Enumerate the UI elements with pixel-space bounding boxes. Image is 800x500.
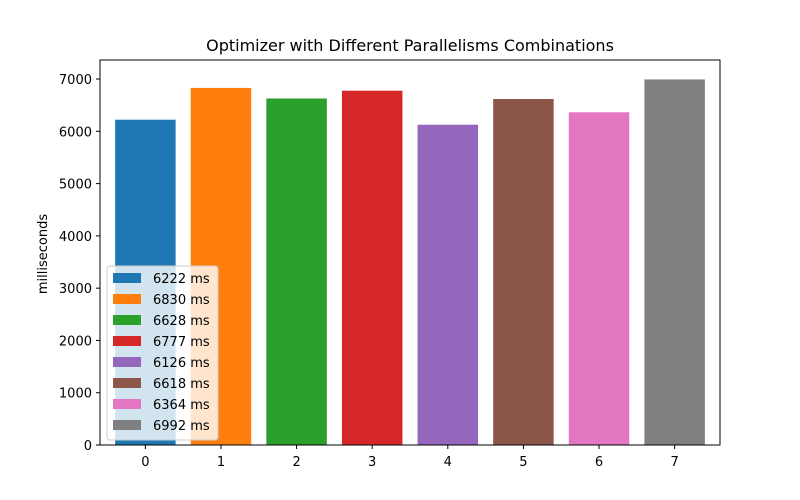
legend-swatch [113, 357, 141, 367]
y-tick-label: 6000 [59, 125, 92, 140]
bars-layer [115, 79, 705, 446]
bar-2 [266, 98, 327, 445]
x-tick-label: 5 [519, 455, 527, 470]
y-tick-label: 4000 [59, 230, 92, 245]
legend-swatch [113, 315, 141, 325]
legend-swatch [113, 336, 141, 346]
chart-title: Optimizer with Different Parallelisms Co… [206, 36, 614, 55]
legend-label: 6777 ms [153, 335, 210, 350]
legend-swatch [113, 399, 141, 409]
y-tick-label: 3000 [59, 282, 92, 297]
legend-label: 6364 ms [153, 398, 210, 413]
legend-label: 6830 ms [153, 293, 210, 308]
y-tick-label: 0 [84, 439, 92, 454]
bar-6 [568, 112, 630, 445]
axes-layer: 0 1000 2000 3000 4000 5000 6000 7000 0 1 2 3 4 5 6 7 [59, 59, 721, 470]
legend-swatch [113, 378, 141, 388]
y-tick-label: 2000 [59, 334, 92, 349]
x-tick-label: 6 [595, 455, 603, 470]
legend: 6222 ms 6830 ms 6628 ms 6777 ms 6126 ms 6618 … [106, 265, 219, 441]
x-tick-label: 2 [292, 455, 300, 470]
bar-3 [341, 90, 403, 445]
y-tick-label: 5000 [59, 178, 92, 193]
bar-7 [644, 79, 705, 445]
bar-5 [493, 99, 554, 445]
legend-label: 6992 ms [153, 419, 210, 434]
y-axis-label: milliseconds [36, 214, 51, 294]
x-tick-label: 0 [141, 455, 149, 470]
x-tick-label: 4 [444, 455, 452, 470]
legend-label: 6126 ms [153, 356, 210, 371]
x-tick-label: 3 [368, 455, 376, 470]
legend-box [106, 265, 219, 441]
legend-label: 6628 ms [153, 314, 210, 329]
y-tick-label: 7000 [59, 73, 92, 88]
legend-swatch [113, 420, 141, 430]
y-tick-label: 1000 [59, 387, 92, 402]
legend-label: 6222 ms [153, 272, 210, 287]
x-tick-label: 7 [670, 455, 678, 470]
legend-swatch [113, 273, 141, 283]
bar-4 [417, 124, 479, 445]
legend-swatch [113, 294, 141, 304]
x-tick-label: 1 [217, 455, 225, 470]
plot-frame [99, 59, 721, 446]
legend-label: 6618 ms [153, 377, 210, 392]
